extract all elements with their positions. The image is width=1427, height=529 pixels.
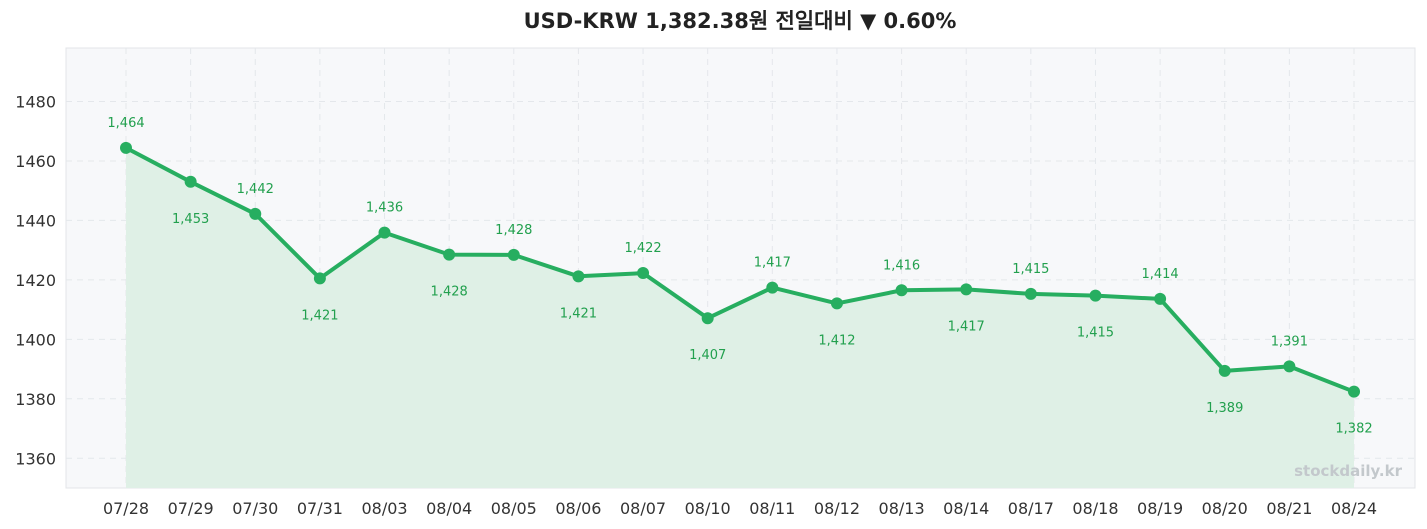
data-point xyxy=(1089,289,1102,302)
data-label: 1,436 xyxy=(366,201,403,216)
data-point xyxy=(830,297,843,310)
chart-title: USD-KRW 1,382.38원 전일대비 ▼ 0.60% xyxy=(524,9,957,33)
x-tick-label: 08/18 xyxy=(1072,499,1118,518)
data-point xyxy=(766,281,779,294)
data-point xyxy=(1348,385,1360,398)
x-tick-label: 08/24 xyxy=(1331,499,1377,518)
data-label: 1,421 xyxy=(301,308,338,323)
x-tick-label: 08/21 xyxy=(1266,499,1312,518)
x-tick-label: 08/13 xyxy=(879,499,925,518)
data-labels: 1,464 1,453 1,442 1,421 1,436 1,428 1,428 1,421… xyxy=(107,116,1372,437)
x-tick-label: 08/20 xyxy=(1202,499,1248,518)
x-tick-label: 08/12 xyxy=(814,499,860,518)
data-point xyxy=(507,248,520,261)
data-label: 1,428 xyxy=(495,223,532,238)
x-tick-label: 07/29 xyxy=(168,499,214,518)
data-point xyxy=(1024,287,1037,300)
data-point xyxy=(120,141,132,154)
x-tick-label: 08/10 xyxy=(685,499,731,518)
data-label: 1,421 xyxy=(560,306,597,321)
data-point xyxy=(701,312,714,325)
y-tick-label: 1440 xyxy=(15,211,56,230)
data-label: 1,416 xyxy=(883,258,920,273)
data-label: 1,414 xyxy=(1141,267,1178,282)
data-points xyxy=(120,141,1360,398)
x-tick-label: 07/30 xyxy=(232,499,278,518)
data-point xyxy=(184,175,197,188)
y-tick-label: 1400 xyxy=(15,330,56,349)
y-tick-label: 1360 xyxy=(15,449,56,468)
data-label: 1,422 xyxy=(624,241,661,256)
data-point xyxy=(1154,292,1167,305)
y-tick-label: 1460 xyxy=(15,152,56,171)
data-label: 1,391 xyxy=(1271,334,1308,349)
data-label: 1,412 xyxy=(818,333,855,348)
data-point xyxy=(895,284,908,297)
data-label: 1,453 xyxy=(172,212,209,227)
x-tick-label: 07/31 xyxy=(297,499,343,518)
y-tick-label: 1420 xyxy=(15,271,56,290)
data-label: 1,415 xyxy=(1077,326,1114,341)
data-label: 1,417 xyxy=(948,319,985,334)
x-tick-label: 08/04 xyxy=(426,499,472,518)
x-tick-label: 07/28 xyxy=(103,499,149,518)
data-point xyxy=(249,207,262,220)
x-tick-label: 08/11 xyxy=(749,499,795,518)
data-label: 1,382 xyxy=(1335,422,1372,437)
x-tick-label: 08/17 xyxy=(1008,499,1054,518)
data-label: 1,442 xyxy=(237,182,274,197)
data-label: 1,417 xyxy=(754,256,791,271)
x-axis-ticks: 07/28 07/29 07/30 07/31 08/03 08/04 08/05 08/06… xyxy=(103,499,1377,518)
y-tick-label: 1380 xyxy=(15,390,56,409)
data-label: 1,389 xyxy=(1206,401,1243,416)
data-point xyxy=(313,272,326,285)
data-point xyxy=(378,226,391,239)
x-tick-label: 08/07 xyxy=(620,499,666,518)
data-point xyxy=(637,267,650,280)
data-label: 1,415 xyxy=(1012,262,1049,277)
data-label: 1,428 xyxy=(431,285,468,300)
data-point xyxy=(443,248,456,261)
series-line xyxy=(125,146,1355,394)
data-point xyxy=(1283,360,1296,373)
data-point xyxy=(1218,364,1231,377)
watermark: stockdaily.kr xyxy=(1294,462,1402,480)
x-tick-label: 08/06 xyxy=(555,499,601,518)
data-point xyxy=(572,270,585,283)
x-tick-label: 08/19 xyxy=(1137,499,1183,518)
data-point xyxy=(960,283,973,296)
x-tick-label: 08/03 xyxy=(361,499,407,518)
data-label: 1,464 xyxy=(107,116,144,131)
x-tick-label: 08/14 xyxy=(943,499,989,518)
data-label: 1,407 xyxy=(689,348,726,363)
x-tick-label: 08/05 xyxy=(491,499,537,518)
y-tick-label: 1480 xyxy=(15,93,56,112)
area-fill xyxy=(126,147,1354,488)
y-axis-ticks: 1360 1380 1400 1420 1440 1460 1480 xyxy=(15,93,56,469)
